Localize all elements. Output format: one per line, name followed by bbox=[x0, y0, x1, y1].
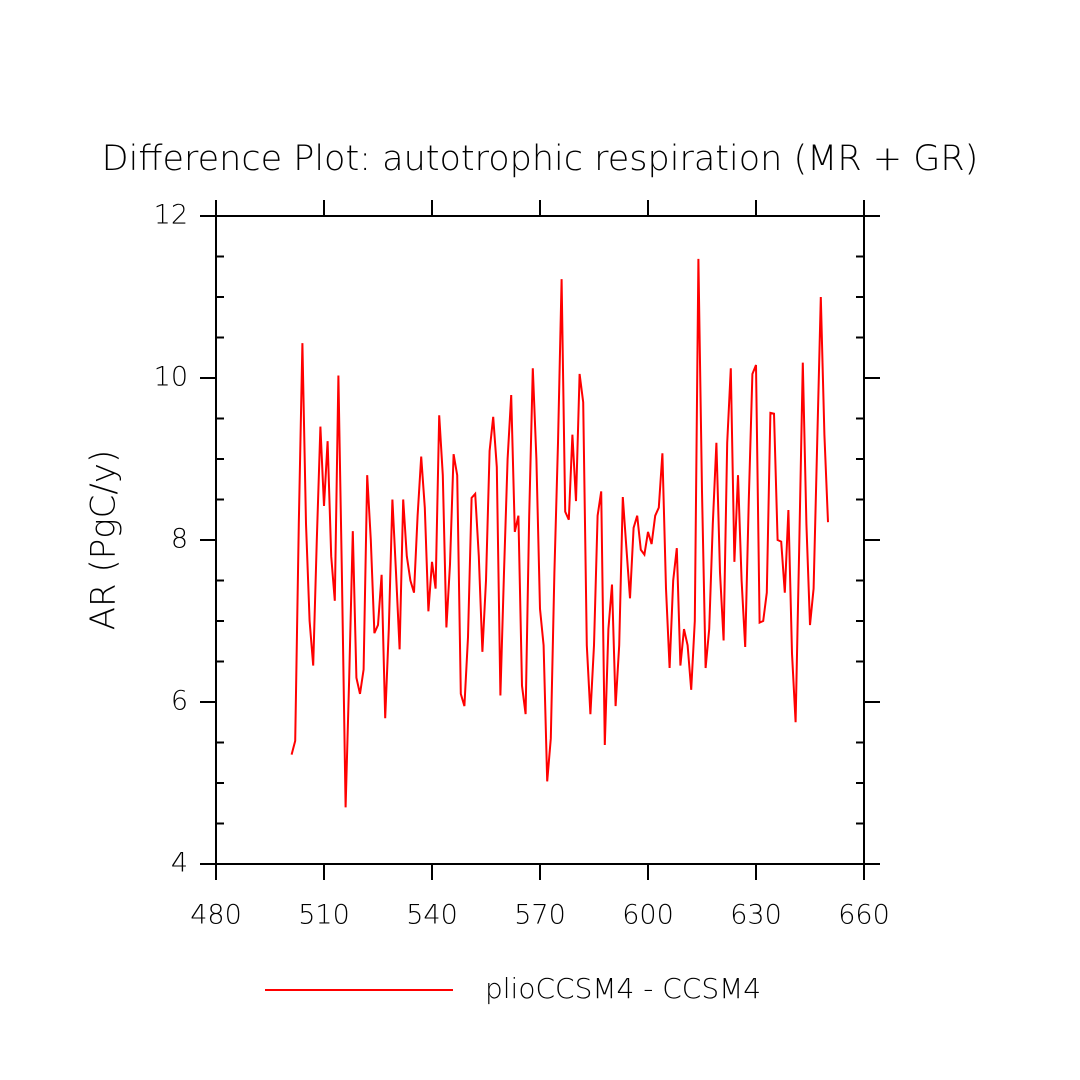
chart-title: Difference Plot: autotrophic respiration… bbox=[102, 139, 979, 179]
y-tick-label: 8 bbox=[171, 524, 188, 555]
x-tick-label: 510 bbox=[298, 900, 350, 931]
data-line bbox=[290, 258, 829, 808]
x-tick-label: 570 bbox=[514, 900, 566, 931]
y-tick-label: 4 bbox=[171, 848, 188, 879]
y-axis-label: AR (PgC/y) bbox=[84, 450, 124, 630]
legend-label: plioCCSM4 - CCSM4 bbox=[485, 972, 761, 1005]
x-tick-label: 480 bbox=[190, 900, 242, 931]
x-tick-label: 540 bbox=[406, 900, 458, 931]
x-tick-label: 600 bbox=[622, 900, 674, 931]
y-tick-label: 6 bbox=[171, 686, 188, 717]
y-tick-label: 12 bbox=[154, 200, 188, 231]
x-tick-label: 660 bbox=[838, 900, 890, 931]
x-tick-label: 630 bbox=[730, 900, 782, 931]
plot-frame bbox=[215, 215, 865, 865]
y-tick-label: 10 bbox=[154, 362, 188, 393]
